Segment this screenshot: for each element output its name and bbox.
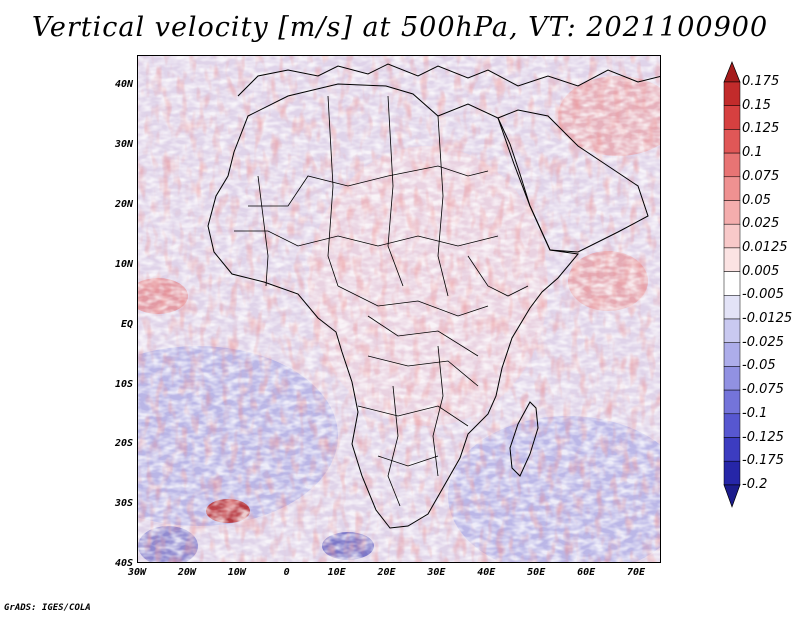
lon-label: 70E — [626, 567, 646, 578]
map-title: Vertical velocity [m/s] at 500hPa, VT: 2… — [31, 12, 769, 43]
colorbar-level-label: -0.05 — [742, 358, 776, 374]
colorbar-swatch — [723, 366, 741, 391]
colorbar-level-label: 0.05 — [742, 192, 771, 208]
lon-label: 10W — [227, 567, 246, 578]
lon-label: 40E — [477, 567, 496, 578]
colorbar-bottom-arrow — [723, 484, 741, 508]
colorbar-level-label: -0.0125 — [742, 311, 793, 326]
lon-label: 20E — [377, 567, 396, 578]
lat-label: 30N — [114, 138, 133, 150]
colorbar-swatch — [723, 176, 741, 201]
colorbar-swatch — [723, 342, 741, 367]
colorbar-swatch — [723, 223, 741, 249]
colorbar-swatch — [723, 200, 741, 225]
colorbar-level-label: -0.1 — [742, 405, 768, 421]
colorbar-swatch — [723, 81, 741, 106]
lon-label: 60E — [577, 567, 596, 578]
colorbar-level-label: -0.2 — [742, 476, 768, 492]
colorbar-swatch — [723, 437, 741, 462]
grads-credit: GrADS: IGES/COLA — [4, 603, 91, 613]
colorbar-level-label: -0.025 — [742, 334, 784, 350]
lat-label: 40S — [114, 558, 133, 570]
colorbar-level-label: -0.075 — [742, 382, 784, 398]
colorbar-top-arrow — [723, 61, 741, 83]
colorbar-swatch — [723, 389, 741, 415]
colorbar-level-label: 0.175 — [742, 74, 780, 89]
lat-label: 30S — [114, 498, 133, 510]
colorbar-swatch — [723, 105, 741, 130]
lon-label: 30E — [427, 567, 446, 578]
colorbar-swatch — [723, 129, 741, 154]
lon-label: 0 — [283, 567, 290, 578]
colorbar-level-label: 0.125 — [742, 121, 780, 137]
colorbar-level-label: 0.005 — [742, 263, 780, 279]
colorbar-swatch — [723, 247, 741, 272]
colorbar-swatch — [723, 413, 741, 438]
colorbar-level-label: -0.005 — [742, 287, 784, 303]
lat-label: 40N — [114, 79, 133, 90]
country-borders — [234, 95, 529, 507]
madagascar-coastline — [509, 401, 539, 477]
colorbar-swatch — [723, 460, 741, 486]
map-plot-area — [137, 55, 661, 563]
arabia-coastline — [497, 109, 649, 253]
colorbar-level-label: 0.075 — [742, 168, 780, 184]
lon-label: 50E — [527, 567, 546, 578]
colorbar-level-label: -0.175 — [742, 453, 784, 469]
lat-label: 20S — [114, 438, 133, 450]
colorbar-swatch — [723, 271, 741, 296]
velocity-field-map — [138, 56, 660, 562]
colorbar-swatch — [723, 318, 741, 343]
lat-label: EQ — [120, 318, 133, 330]
colorbar-level-label: 0.15 — [742, 97, 771, 113]
europe-coastline — [237, 63, 660, 97]
colorbar-swatch — [723, 295, 741, 320]
lat-label: 20N — [114, 198, 133, 210]
colorbar-swatch — [723, 152, 741, 178]
lat-label: 10S — [114, 378, 133, 390]
lon-label: 10E — [327, 567, 346, 578]
colorbar-level-label: -0.125 — [742, 429, 784, 445]
lat-label: 10N — [114, 258, 133, 270]
lon-label: 30W — [127, 567, 147, 578]
lon-label: 20W — [177, 567, 196, 578]
colorbar — [723, 61, 741, 508]
colorbar-level-label: 0.025 — [742, 216, 780, 232]
colorbar-level-label: 0.1 — [742, 145, 763, 161]
colorbar-level-label: 0.0125 — [742, 239, 788, 255]
